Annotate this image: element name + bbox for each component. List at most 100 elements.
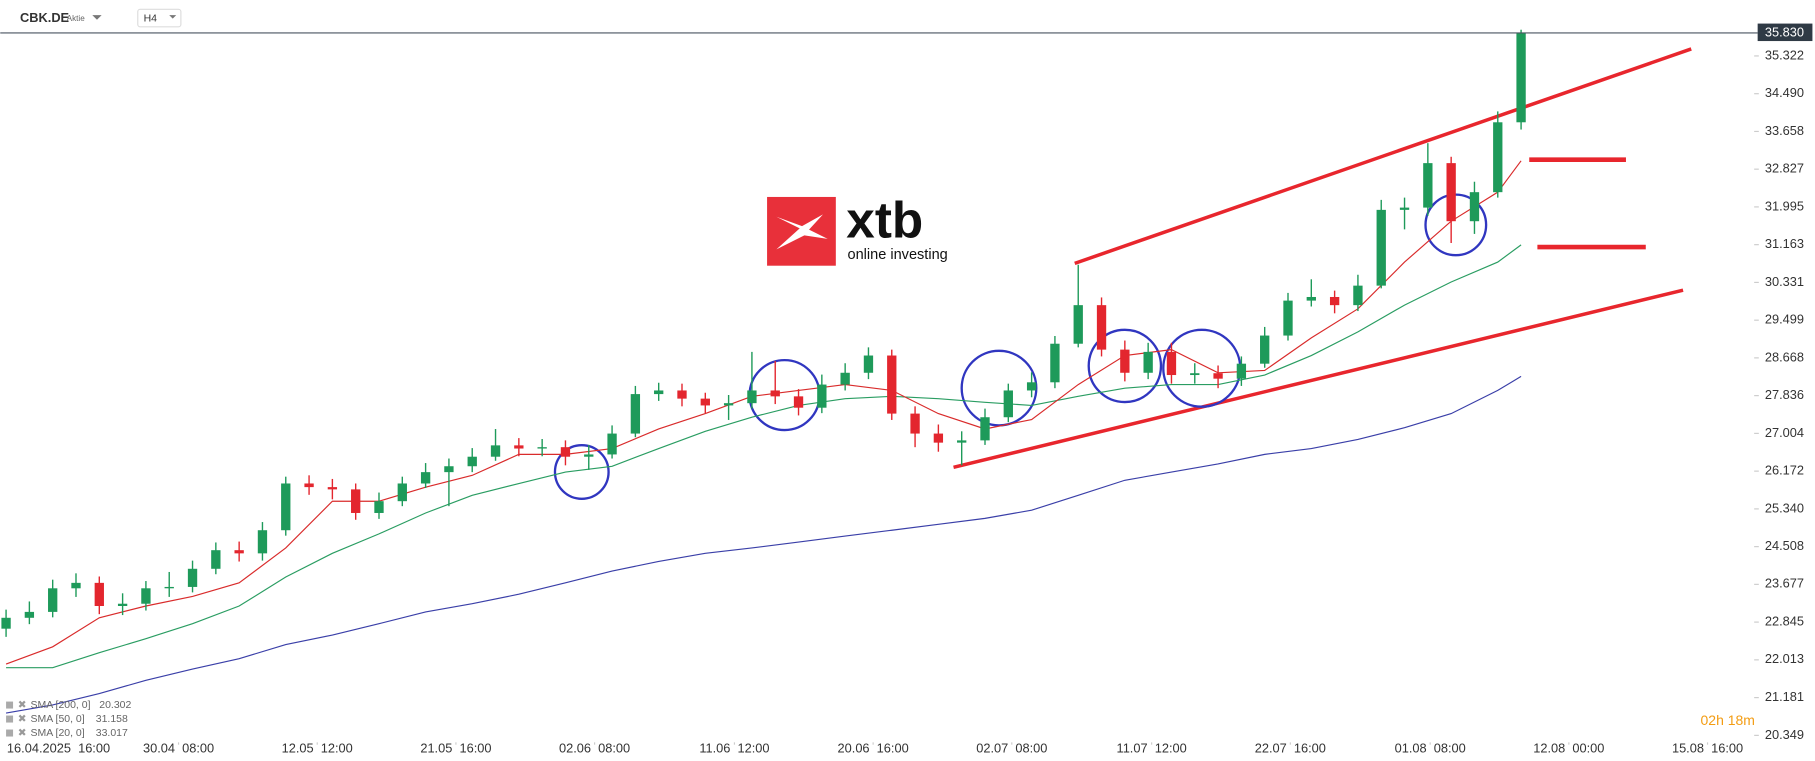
x-tick-label: 11.06 12:00 — [699, 741, 769, 756]
candle-body — [304, 483, 314, 488]
y-tick-label: 33.658 — [1765, 123, 1804, 138]
candle-body — [94, 582, 104, 606]
candle-body — [1003, 390, 1013, 418]
candle-body — [560, 447, 571, 457]
legend-close: ✖ — [18, 728, 27, 739]
candle-body — [234, 550, 244, 554]
y-tick-label: 34.490 — [1765, 85, 1804, 100]
legend-icon — [6, 729, 14, 737]
candle-body — [1050, 343, 1060, 383]
candle-body — [257, 530, 268, 554]
candle-body — [933, 433, 944, 443]
candle-body — [654, 390, 664, 395]
candle-body — [1469, 192, 1480, 222]
candle-body — [817, 384, 827, 408]
candle-body — [537, 447, 547, 449]
candle-body — [840, 372, 850, 385]
candle-body — [607, 433, 617, 455]
candle-body — [793, 396, 804, 408]
candle-body — [677, 390, 687, 399]
candle-body — [211, 550, 221, 569]
x-tick-label: 12.08 00:00 — [1533, 741, 1604, 756]
trend-line — [953, 288, 1684, 470]
legend-value: 20.302 — [99, 700, 131, 711]
y-tick-label: 30.331 — [1765, 274, 1804, 289]
candle-body — [1423, 163, 1433, 208]
x-tick-label: 15.08 16:00 — [1672, 741, 1743, 756]
y-tick-label: 22.845 — [1765, 613, 1804, 628]
candle-body — [980, 417, 990, 441]
candle-body — [1166, 351, 1177, 376]
x-tick-label: 01.08 08:00 — [1395, 741, 1466, 756]
candle-body — [1353, 285, 1363, 306]
legend-name: SMA [20, 0] — [31, 728, 85, 739]
trend-line — [1074, 47, 1692, 266]
logo-tagline: online investing — [847, 247, 947, 263]
y-tick-label: 32.827 — [1765, 161, 1804, 176]
y-tick-label: 35.322 — [1765, 47, 1804, 62]
candle-body — [747, 390, 757, 404]
candle-body — [490, 445, 501, 457]
timeframe: H4 — [144, 13, 158, 24]
candle-body — [1329, 296, 1340, 306]
y-tick-label: 21.181 — [1765, 689, 1804, 704]
candle-body — [117, 603, 128, 606]
x-tick-label: 30.04 08:00 — [143, 741, 214, 756]
instrument-type: Aktie — [67, 14, 86, 23]
timeframe-box[interactable] — [137, 8, 182, 28]
symbol: CBK.DE — [20, 10, 70, 25]
candle-body — [584, 454, 594, 457]
candle-body — [863, 355, 874, 373]
sma-line — [5, 375, 1522, 714]
y-tick-label: 31.995 — [1765, 198, 1804, 213]
candle-body — [397, 483, 407, 502]
x-tick-label: 20.06 16:00 — [838, 741, 909, 756]
x-tick-label: 02.07 08:00 — [976, 741, 1047, 756]
candle-body — [1399, 207, 1410, 210]
sma-line — [5, 160, 1522, 665]
candle-body — [1, 617, 11, 629]
legend-icon — [6, 715, 14, 723]
y-tick-label: 29.499 — [1765, 312, 1804, 327]
legend-value: 31.158 — [96, 714, 128, 725]
y-tick-label: 27.004 — [1765, 425, 1804, 440]
y-tick-label: 20.349 — [1765, 727, 1804, 742]
candle-body — [444, 466, 454, 473]
x-tick-label: 02.06 08:00 — [559, 741, 630, 756]
candle-body — [630, 394, 641, 434]
legend-close: ✖ — [18, 714, 27, 725]
candle-body — [187, 568, 198, 587]
candle-body — [1026, 382, 1037, 391]
candle-body — [467, 456, 477, 467]
candle-body — [141, 588, 151, 604]
x-tick-label: 11.07 12:00 — [1117, 741, 1187, 756]
candle-body — [351, 489, 361, 513]
candle-body — [1493, 122, 1503, 193]
symbol-dropdown[interactable] — [92, 15, 102, 20]
candle-body — [420, 472, 431, 484]
legend-name: SMA [50, 0] — [31, 714, 85, 725]
legend-value: 33.017 — [96, 728, 128, 739]
candle-body — [1306, 296, 1316, 301]
candle-body — [1283, 300, 1293, 336]
candle-body — [723, 403, 734, 406]
candle-body — [281, 483, 291, 531]
candle-body — [1516, 32, 1526, 123]
candle-body — [24, 611, 35, 618]
candle-body — [1236, 363, 1247, 379]
candle-body — [910, 413, 920, 434]
x-tick-label: 12.05 12:00 — [282, 741, 353, 756]
candle-body — [1073, 305, 1083, 344]
candle-body — [1213, 373, 1223, 379]
legend-close: ✖ — [18, 700, 27, 711]
countdown: 02h 18m — [1701, 712, 1755, 728]
candle-body — [327, 487, 338, 490]
candle-body — [164, 586, 174, 589]
legend-icon — [6, 701, 14, 709]
candle-body — [514, 445, 524, 449]
x-tick-label: 22.07 16:00 — [1255, 741, 1326, 756]
x-tick-label: 16.04.2025 16:00 — [7, 741, 110, 756]
candle-body — [1096, 305, 1107, 350]
y-tick-label: 26.172 — [1765, 463, 1804, 478]
